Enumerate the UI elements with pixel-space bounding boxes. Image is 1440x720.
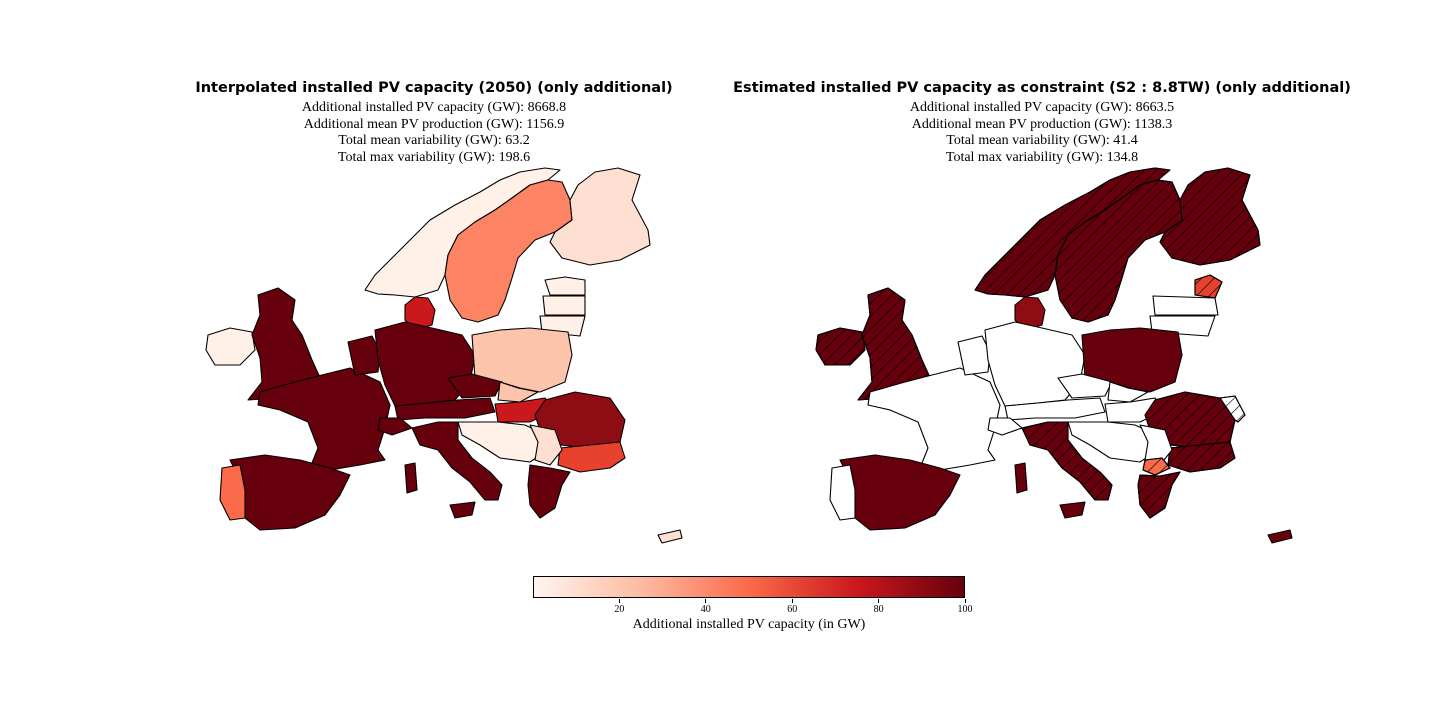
map-estonia (544, 276, 586, 296)
left-stat-production: Additional mean PV production (GW): 1156… (303, 116, 565, 132)
map-slovakia (497, 381, 539, 403)
map2-bulgaria-hatch (1167, 441, 1236, 473)
map2-cyprus (1267, 529, 1293, 544)
colorbar-label: Additional installed PV capacity (in GW) (632, 617, 866, 632)
map2-estonia-hatch (1194, 274, 1223, 299)
map-austria (394, 397, 496, 421)
right-europe-map (815, 167, 1293, 544)
map2-finland-hatch (1159, 167, 1261, 266)
right-stat-mean-variability: Total mean variability (GW): 41.4 (946, 133, 1138, 148)
left-panel-title: Interpolated installed PV capacity (2050… (195, 80, 673, 96)
map-italy (411, 421, 503, 501)
colorbar (533, 576, 965, 598)
map-france (257, 367, 391, 471)
map2-moldova-hatch (1219, 395, 1246, 423)
colorbar-tick-label: 80 (873, 604, 884, 615)
map2-switzerland (987, 417, 1023, 436)
colorbar-tick-label: 100 (957, 604, 973, 615)
map2-italy-hatch (1021, 421, 1113, 501)
map2-ireland-hatch (815, 327, 866, 366)
map-cyprus (657, 529, 683, 544)
map2-portugal (829, 464, 856, 521)
colorbar-tick-mark (791, 599, 793, 603)
map2-north-macedonia-hatch (1142, 457, 1171, 476)
left-stat-max-variability: Total max variability (GW): 198.6 (337, 149, 531, 165)
right-stat-installed: Additional installed PV capacity (GW): 8… (909, 100, 1175, 115)
map2-czechia (1057, 373, 1113, 399)
colorbar-tick-mark (618, 599, 620, 603)
map-portugal (219, 464, 246, 521)
map-latvia (542, 295, 586, 316)
right-panel-stats: Additional installed PV capacity (GW): 8… (910, 100, 1174, 166)
map-switzerland (377, 417, 413, 436)
left-stat-mean-variability: Total mean variability (GW): 63.2 (338, 133, 530, 148)
left-europe-map (205, 167, 683, 544)
map-sardinia (404, 462, 418, 494)
right-stat-production: Additional mean PV production (GW): 1138… (911, 116, 1173, 132)
map-greece (527, 464, 571, 519)
map-finland (549, 167, 651, 266)
map2-austria (1004, 397, 1106, 421)
colorbar-tick-label: 40 (700, 604, 711, 615)
map-serbia (529, 424, 563, 466)
map-ireland (205, 327, 256, 366)
map-bulgaria (557, 441, 626, 473)
map2-greece-hatch (1137, 471, 1181, 519)
map2-denmark (1014, 296, 1046, 331)
map-sicily (449, 501, 476, 519)
map2-latvia (1152, 295, 1219, 316)
map2-sardinia (1014, 462, 1028, 494)
map2-slovakia (1107, 381, 1149, 403)
colorbar-tick-mark (878, 599, 880, 603)
left-stat-installed: Additional installed PV capacity (GW): 8… (301, 100, 567, 115)
map2-sicily (1059, 501, 1086, 519)
colorbar-tick-label: 60 (787, 604, 798, 615)
colorbar-tick-mark (964, 599, 966, 603)
map2-france (867, 367, 1001, 471)
map-czechia (447, 373, 503, 399)
map-denmark (404, 296, 436, 331)
right-stat-max-variability: Total max variability (GW): 134.8 (945, 149, 1139, 165)
left-panel-stats: Additional installed PV capacity (GW): 8… (302, 100, 566, 166)
colorbar-tick-mark (705, 599, 707, 603)
right-panel-title: Estimated installed PV capacity as const… (733, 80, 1351, 96)
colorbar-tick-label: 20 (614, 604, 625, 615)
